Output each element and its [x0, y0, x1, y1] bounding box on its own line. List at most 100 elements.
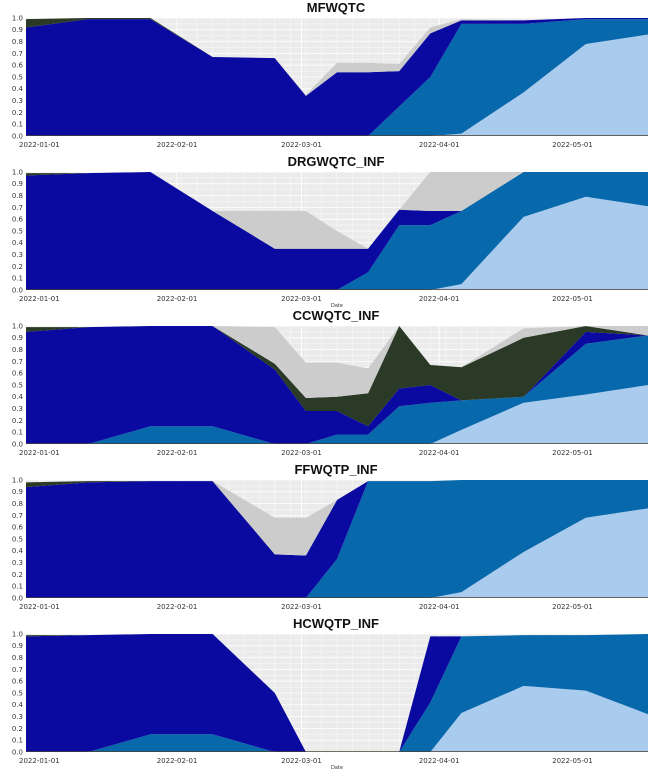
y-tick-label: 0.3 — [12, 559, 23, 567]
x-axis-label: Date — [331, 303, 343, 308]
y-tick-label: 1.0 — [12, 168, 23, 176]
area-chart-svg: 0.0 0.1 0.2 0.3 0.4 0.5 0.6 0.7 0.8 0.9 1.0 2022-01… — [12, 476, 649, 611]
chart-panel-4: FFWQTP_INF 0.0 0.1 0.2 0.3 0.4 0.5 0.6 0.7 0.8 0.9… — [0, 462, 672, 616]
x-tick-label: 2022-04-01 — [419, 141, 460, 149]
y-tick-label: 0.1 — [12, 583, 23, 591]
x-tick-label: 2022-05-01 — [552, 295, 593, 303]
y-tick-label: 0.9 — [12, 488, 23, 496]
y-tick-label: 0.8 — [12, 346, 23, 354]
x-tick-label: 2022-04-01 — [419, 757, 460, 765]
y-tick-label: 0.4 — [12, 701, 24, 709]
chart-title: MFWQTC — [306, 0, 366, 15]
x-tick-label: 2022-02-01 — [157, 295, 198, 303]
y-tick-label: 0.4 — [12, 85, 24, 93]
x-tick-label: 2022-05-01 — [552, 449, 593, 457]
y-tick-label: 0.7 — [12, 512, 23, 520]
y-tick-label: 0.0 — [12, 748, 23, 756]
x-tick-label: 2022-03-01 — [281, 449, 322, 457]
area-chart-svg: 0.0 0.1 0.2 0.3 0.4 0.5 0.6 0.7 0.8 0.9 1.0 2022-01… — [12, 630, 649, 770]
y-tick-label: 0.8 — [12, 38, 23, 46]
area-chart-svg: 0.0 0.1 0.2 0.3 0.4 0.5 0.6 0.7 0.8 0.9 1.0 2022-01… — [12, 322, 649, 457]
y-tick-label: 0.7 — [12, 50, 23, 58]
x-tick-label: 2022-01-01 — [19, 757, 60, 765]
y-tick-label: 0.6 — [12, 216, 24, 224]
y-tick-label: 0.5 — [12, 381, 23, 389]
area-series-midblue — [26, 172, 648, 290]
y-tick-label: 0.7 — [12, 358, 23, 366]
chart-panel-5: HCWQTP_INF 0.0 0.1 0.2 0.3 0.4 0.5 0.6 0.7 0.8 0.9… — [0, 616, 672, 770]
y-tick-label: 1.0 — [12, 630, 23, 638]
y-tick-label: 0.5 — [12, 535, 23, 543]
area-series-navy — [26, 326, 648, 444]
y-tick-label: 0.2 — [12, 571, 23, 579]
y-tick-label: 1.0 — [12, 322, 23, 330]
area-series-navy — [26, 18, 648, 136]
y-tick-label: 0.5 — [12, 689, 23, 697]
x-tick-label: 2022-02-01 — [157, 141, 198, 149]
x-tick-label: 2022-04-01 — [419, 603, 460, 611]
x-tick-label: 2022-03-01 — [281, 295, 322, 303]
area-chart-svg: 0.0 0.1 0.2 0.3 0.4 0.5 0.6 0.7 0.8 0.9 1.0 2022-01… — [12, 14, 649, 149]
x-tick-label: 2022-03-01 — [281, 757, 322, 765]
area-series-grey — [26, 172, 648, 249]
area-series-lightblue — [26, 34, 648, 136]
chart-title: HCWQTP_INF — [293, 616, 379, 631]
area-series-lightblue — [26, 685, 648, 752]
x-tick-label: 2022-02-01 — [157, 449, 198, 457]
x-tick-label: 2022-03-01 — [281, 141, 322, 149]
chart-title: FFWQTP_INF — [294, 462, 378, 477]
x-tick-label: 2022-05-01 — [552, 141, 593, 149]
chart-title: CCWQTC_INF — [292, 308, 380, 323]
area-series-midblue — [26, 634, 648, 752]
y-tick-label: 0.3 — [12, 97, 23, 105]
chart-panel-2: DRGWQTC_INF 0.0 0.1 0.2 0.3 0.4 0.5 0.6 0.7 0.8 0.… — [0, 154, 672, 308]
y-tick-label: 0.9 — [12, 26, 23, 34]
area-series-midblue — [26, 480, 648, 598]
y-tick-label: 0.1 — [12, 737, 23, 745]
chart-panel-3: CCWQTC_INF 0.0 0.1 0.2 0.3 0.4 0.5 0.6 0.7 0.8 0.9… — [0, 308, 672, 462]
x-tick-label: 2022-03-01 — [281, 603, 322, 611]
y-tick-label: 0.9 — [12, 642, 23, 650]
area-series-midblue — [26, 19, 648, 136]
y-tick-label: 0.1 — [12, 121, 23, 129]
chart-panel-1: MFWQTC 0.0 0.1 0.2 0.3 0.4 0.5 0.6 0.7 0.8 0.9 1.0 2… — [0, 0, 672, 154]
area-series-darkgreen — [26, 326, 648, 427]
x-tick-label: 2022-01-01 — [19, 141, 60, 149]
y-tick-label: 0.7 — [12, 204, 23, 212]
y-tick-label: 0.2 — [12, 263, 23, 271]
x-tick-label: 2022-04-01 — [419, 449, 460, 457]
y-tick-label: 0.9 — [12, 334, 23, 342]
y-tick-label: 0.3 — [12, 405, 23, 413]
y-tick-label: 0.5 — [12, 73, 23, 81]
area-series-navy — [26, 634, 648, 752]
x-tick-label: 2022-01-01 — [19, 295, 60, 303]
y-tick-label: 0.6 — [12, 370, 24, 378]
y-tick-label: 0.6 — [12, 678, 24, 686]
y-tick-label: 0.4 — [12, 239, 24, 247]
area-series-lightblue — [26, 196, 648, 290]
x-tick-label: 2022-05-01 — [552, 603, 593, 611]
x-tick-label: 2022-04-01 — [419, 295, 460, 303]
y-tick-label: 0.0 — [12, 286, 23, 294]
y-tick-label: 0.7 — [12, 666, 23, 674]
x-tick-label: 2022-02-01 — [157, 757, 198, 765]
y-tick-label: 0.8 — [12, 654, 23, 662]
y-tick-label: 0.0 — [12, 440, 23, 448]
area-series-midblue — [26, 335, 648, 444]
y-tick-label: 0.9 — [12, 180, 23, 188]
y-tick-label: 0.1 — [12, 429, 23, 437]
y-tick-label: 0.6 — [12, 524, 24, 532]
y-tick-label: 0.4 — [12, 547, 24, 555]
area-series-navy — [26, 172, 648, 290]
y-tick-label: 0.0 — [12, 132, 23, 140]
x-tick-label: 2022-01-01 — [19, 449, 60, 457]
area-series-grey — [26, 326, 648, 398]
y-tick-label: 0.3 — [12, 251, 23, 259]
y-tick-label: 0.8 — [12, 192, 23, 200]
y-tick-label: 0.5 — [12, 227, 23, 235]
area-series-lightblue — [26, 385, 648, 444]
area-series-lightblue — [26, 508, 648, 598]
area-series-darkgreen — [26, 18, 648, 96]
area-chart-svg: 0.0 0.1 0.2 0.3 0.4 0.5 0.6 0.7 0.8 0.9 1.0 2022-01… — [12, 168, 649, 308]
